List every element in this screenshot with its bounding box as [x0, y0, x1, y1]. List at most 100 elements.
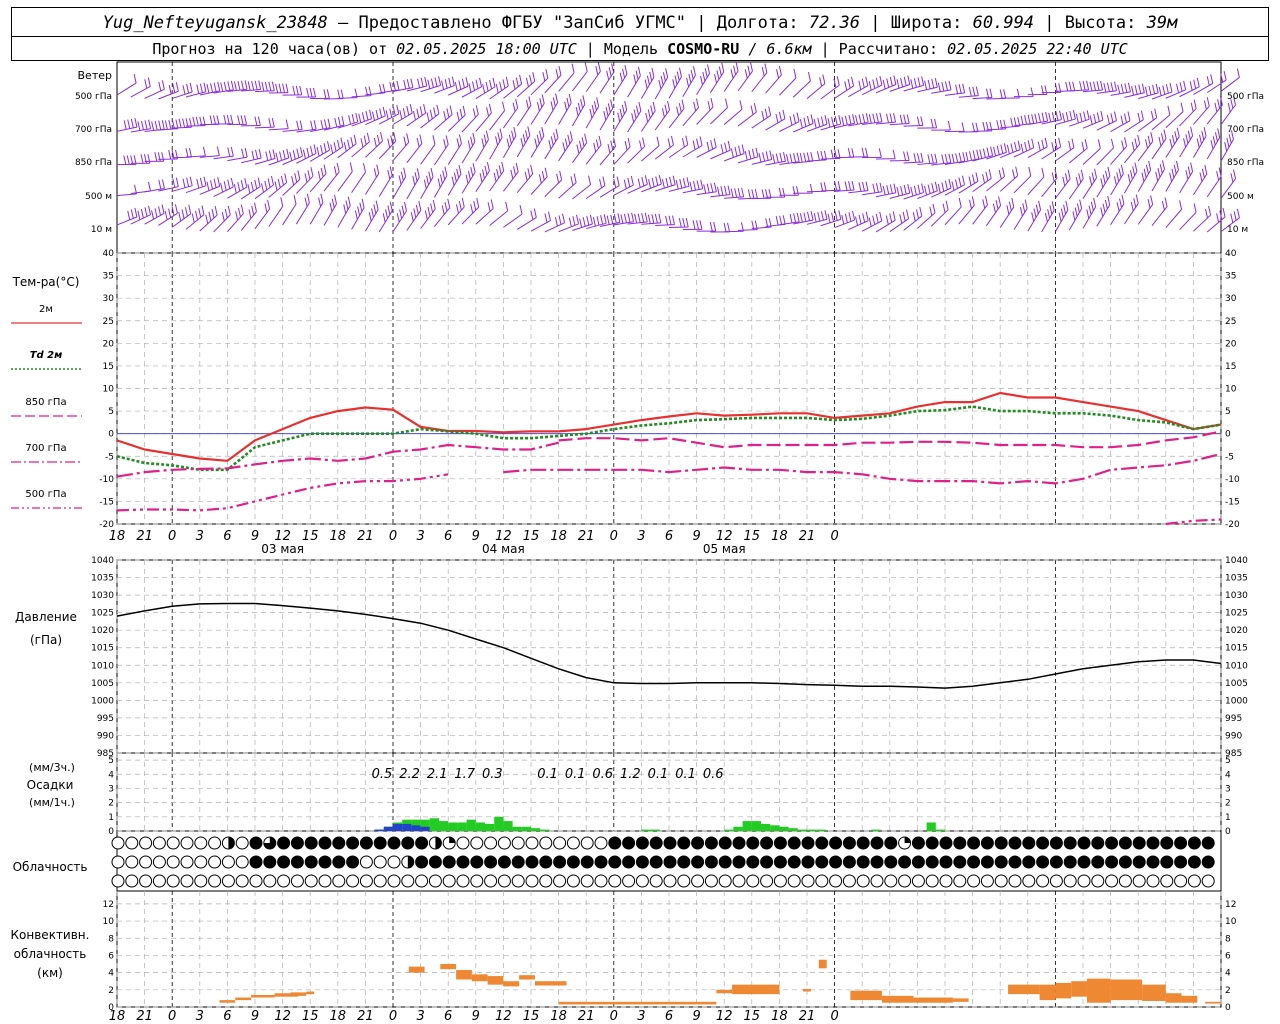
cloud-symbol — [511, 836, 525, 850]
hour-label-mid: 0 — [389, 529, 397, 544]
wind-barb-shaft — [323, 203, 337, 226]
wind-barb-flag — [750, 105, 754, 115]
wind-barb-flag — [593, 142, 597, 153]
wind-barb-flag — [413, 208, 417, 218]
wind-barb-shaft — [1192, 173, 1208, 196]
precip-bar-rain — [429, 818, 439, 831]
wind-barb-flag — [861, 147, 865, 157]
cloud-symbol — [925, 855, 939, 869]
wind-barb-flag — [398, 175, 402, 185]
wind-barb-shaft — [503, 213, 523, 228]
wind-barb-flag — [1226, 138, 1230, 148]
wind-barb-shaft — [572, 184, 591, 200]
convective-bar — [1205, 1001, 1221, 1004]
wind-barb-flag — [841, 116, 845, 126]
wind-barb-flag — [556, 173, 560, 184]
wind-barb-shaft — [737, 156, 759, 164]
wind-barb-flag — [627, 137, 631, 148]
wind-barb-flag — [975, 122, 979, 132]
wind-barb-flag — [934, 78, 938, 88]
wind-barb-shaft — [185, 155, 206, 158]
wind-barb-shaft — [447, 143, 462, 165]
wind-barb-flag — [330, 144, 334, 154]
wind-barb-flag — [210, 83, 214, 93]
wind-barb-flag — [235, 211, 239, 221]
wind-barb-flag — [1065, 81, 1069, 92]
pressure-tick-left: 1000 — [91, 696, 114, 706]
longitude-value: 72.36 — [808, 13, 861, 33]
precip-bar-rain — [540, 829, 550, 831]
wind-barb-flag — [954, 179, 958, 189]
wind-barb-flag — [917, 184, 921, 194]
pressure-line — [116, 602, 1222, 689]
wind-barb-flag — [919, 206, 923, 217]
wind-barb-shaft — [282, 155, 303, 166]
wind-barb-flag — [958, 152, 962, 162]
wind-barb-flag — [988, 169, 992, 179]
wind-barb-flag — [930, 118, 934, 128]
wind-barb-flag — [458, 134, 462, 144]
cloud-symbol — [1160, 855, 1174, 869]
wind-barb-flag — [672, 79, 676, 89]
wind-barb-flag — [1049, 205, 1053, 215]
wind-barb-flag — [1216, 213, 1220, 223]
wind-barb-flag — [502, 79, 506, 89]
wind-barb-flag — [547, 211, 551, 221]
wind-barb-flag — [789, 116, 793, 126]
precip-title-bottom: (мм/1ч.) — [29, 796, 75, 809]
cloud-symbol — [1022, 874, 1036, 888]
wind-barb-flag — [665, 177, 669, 188]
conv-tick-left: 12 — [103, 900, 114, 910]
wind-barb-shaft — [1027, 146, 1048, 158]
wind-barb-shaft — [213, 155, 234, 160]
wind-barb-flag — [778, 65, 782, 76]
precip-total-label: 0.1 — [675, 767, 696, 782]
wind-barb-flag — [304, 197, 308, 207]
wind-barb-shaft — [489, 137, 503, 160]
cloud-symbol — [277, 836, 291, 850]
convective-bar — [558, 1001, 717, 1005]
wind-barb-flag — [323, 143, 327, 153]
wind-barb-flag — [1143, 168, 1147, 178]
cloud-symbol — [760, 855, 774, 869]
wind-barb-flag — [154, 152, 158, 162]
wind-barb-flag — [188, 147, 192, 158]
wind-barb-flag — [699, 136, 703, 146]
wind-barb-flag — [1127, 111, 1131, 121]
cloud-symbol — [373, 874, 387, 888]
conv-title-3: (км) — [37, 966, 63, 980]
cloud-symbol — [152, 836, 166, 850]
wind-barb-flag — [337, 89, 341, 99]
wind-barb-flag — [240, 204, 244, 214]
wind-barb-shaft — [710, 194, 731, 198]
wind-barb-flag — [841, 214, 845, 225]
wind-barb-flag — [588, 175, 592, 185]
wind-barb-shaft — [985, 205, 1001, 226]
temp-tick-left: -10 — [99, 475, 114, 485]
wind-barb-flag — [401, 205, 405, 215]
wind-barb-shaft — [613, 73, 628, 96]
wind-barb-flag — [720, 144, 724, 154]
wind-barb-flag — [1120, 115, 1124, 125]
wind-barb-flag — [1201, 168, 1205, 178]
wind-barb-flag — [1236, 68, 1240, 78]
wind-barb-flag — [878, 148, 882, 158]
cloud-symbol — [1160, 836, 1174, 850]
precip-total-label: 1.2 — [620, 767, 641, 782]
precip-bar-rain — [788, 828, 798, 831]
wind-barb-shaft — [862, 191, 883, 196]
convective-bar — [803, 988, 811, 992]
cloud-symbol — [277, 855, 291, 869]
wind-barb-flag — [627, 177, 631, 188]
wind-barb-flag — [237, 182, 241, 192]
wind-barb-flag — [336, 162, 340, 173]
wind-barb-shaft — [1013, 208, 1028, 230]
wind-barb-flag — [900, 185, 904, 196]
wind-barb-flag — [409, 103, 413, 114]
temp-tick-right: 10 — [1225, 385, 1237, 395]
wind-barb-flag — [275, 152, 279, 162]
cloud-symbol — [980, 836, 994, 850]
wind-barb-flag — [647, 214, 651, 224]
wind-barb-flag — [555, 128, 559, 138]
wind-barb-flag — [1051, 201, 1055, 211]
